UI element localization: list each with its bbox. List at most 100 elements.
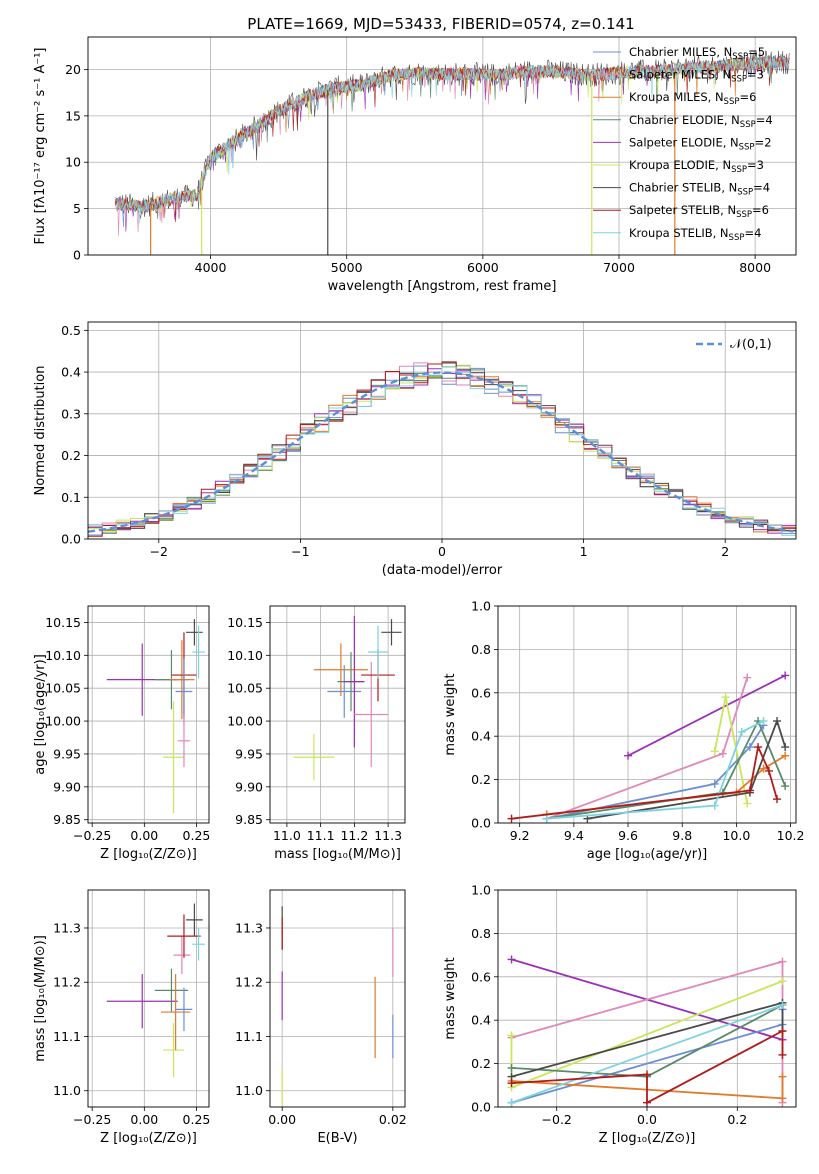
weight-marker: [764, 766, 773, 775]
errorbar-point: [154, 968, 189, 1013]
normal-curve: [88, 371, 794, 533]
x-tick-label: 10.0: [722, 828, 750, 843]
weight-marker: [507, 955, 516, 964]
x-tick-label: 0.2: [727, 1112, 747, 1127]
y-tick-label: 0.0: [61, 532, 81, 547]
weight-line-3: [546, 724, 765, 820]
y-tick-label: 11.1: [235, 1029, 263, 1044]
x-tick-label: 5000: [331, 260, 363, 275]
legend-item: Chabrier MILES, NSSP=5: [593, 45, 765, 62]
weight-marker: [778, 1072, 787, 1081]
y-tick-label: 11.0: [235, 1083, 263, 1098]
y-tick-label: 1.0: [471, 599, 491, 614]
y-tick-label: 9.90: [53, 779, 81, 794]
legend-label-suffix: =4: [744, 226, 761, 240]
y-tick-label: 9.95: [53, 746, 81, 761]
plot-area: [498, 890, 796, 1107]
weight-marker: [781, 743, 790, 752]
panel-mass_vs_EBV: 0.00 0.02 11.0 11.1 11.2 11.3 E(B-V): [235, 889, 407, 1146]
weight-marker: [507, 1031, 516, 1040]
legend-label-text: Chabrier ELODIE, N: [629, 113, 740, 127]
legend-label: Chabrier STELIB, NSSP=4: [629, 181, 770, 198]
errorbar-point: [381, 619, 402, 646]
x-axis-label: E(B-V): [317, 1131, 357, 1146]
axes-frame: [497, 605, 797, 824]
errorbar-point: [163, 701, 184, 814]
y-tick-label: 0.0: [471, 816, 491, 831]
legend-label-text: Salpeter ELODIE, N: [629, 135, 739, 149]
legend-label-sub: SSP: [736, 210, 752, 220]
legend-label-text: Kroupa ELODIE, N: [629, 158, 731, 172]
spectrum-legend: Chabrier MILES, NSSP=5 Salpeter MILES, NS…: [593, 45, 773, 243]
legend-label-text: Chabrier STELIB, N: [629, 181, 737, 195]
errorbar-point: [175, 658, 193, 725]
y-tick-label: 10.00: [45, 714, 81, 729]
errorbar-point: [161, 974, 191, 1051]
weight-marker: [773, 795, 782, 804]
plot-area: [270, 606, 405, 823]
legend-label-suffix: =2: [755, 135, 772, 149]
x-tick-label: −1: [291, 544, 309, 559]
errorbar-point: [327, 665, 362, 718]
x-tick-label: 0.00: [130, 828, 158, 843]
x-tick-label: 11.2: [340, 828, 368, 843]
panel-mass_weight_vs_Z: −0.2 0.0 0.2 0.0 0.2 0.4 0.6 0.8 1.0 Z [log₁₀(Z/Z…: [443, 883, 797, 1146]
legend-item: Chabrier ELODIE, NSSP=4: [593, 113, 773, 130]
x-tick-label: 4000: [195, 260, 227, 275]
legend-label-suffix: =5: [748, 45, 765, 59]
errorbar-point: [177, 714, 191, 768]
y-tick-label: 20: [65, 62, 81, 77]
y-tick-label: 0.2: [471, 772, 491, 787]
y-tick-label: 0.6: [471, 969, 491, 984]
weight-marker: [754, 743, 763, 752]
y-tick-label: 10: [65, 155, 81, 170]
legend-label-sub: SSP: [731, 75, 747, 85]
x-tick-label: 2: [721, 544, 729, 559]
legend-item: Kroupa STELIB, NSSP=4: [593, 226, 761, 243]
legend-label-suffix: =3: [747, 158, 764, 172]
y-tick-label: 5: [73, 201, 81, 216]
x-tick-label: 6000: [467, 260, 499, 275]
weight-marker: [710, 747, 719, 756]
y-tick-label: 0.4: [471, 1013, 491, 1028]
x-axis-label: (data-model)/error: [382, 563, 503, 578]
x-axis-label: Z [log₁₀(Z/Z⊙)]: [100, 1131, 197, 1146]
errorbar-point: [175, 987, 193, 1032]
legend-item: Salpeter MILES, NSSP=3: [593, 68, 764, 85]
weight-line-7: [546, 720, 764, 820]
legend-item: Salpeter STELIB, NSSP=6: [593, 203, 769, 220]
errorbar-point: [367, 625, 389, 679]
y-tick-label: 15: [65, 108, 81, 123]
legend-label-suffix: =3: [747, 68, 764, 82]
legend-label-suffix: =6: [739, 90, 756, 104]
y-tick-label: 10.10: [45, 648, 81, 663]
legend-label: Salpeter MILES, NSSP=3: [629, 68, 764, 85]
weight-marker: [743, 799, 752, 808]
weight-marker: [624, 751, 633, 760]
legend-label: Salpeter ELODIE, NSSP=2: [629, 135, 772, 152]
legend-label: Kroupa STELIB, NSSP=4: [629, 226, 761, 243]
x-tick-label: −0.25: [73, 828, 111, 843]
legend-label-sub: SSP: [732, 52, 748, 62]
errorbar-point: [192, 625, 205, 679]
legend-item: Kroupa ELODIE, NSSP=3: [593, 158, 764, 175]
weight-line-5: [546, 718, 787, 820]
y-tick-label: 10.10: [227, 648, 263, 663]
y-tick-label: 11.3: [53, 920, 81, 935]
x-tick-label: −0.2: [542, 1112, 572, 1127]
y-tick-label: 0.4: [61, 365, 81, 380]
weight-marker: [507, 1063, 516, 1072]
y-tick-label: 10.15: [227, 615, 263, 630]
y-axis-label: mass weight: [443, 957, 458, 1039]
weight-marker: [759, 764, 768, 773]
legend-label: Kroupa ELODIE, NSSP=3: [629, 158, 764, 175]
y-tick-label: 0.4: [471, 729, 491, 744]
y-tick-label: 11.2: [235, 975, 263, 990]
y-tick-label: 0.2: [61, 448, 81, 463]
panel-mass_weight_vs_age: 9.2 9.4 9.6 9.8 10.0 10.2 0.0 0.2 0.4 0.6 0.8 1.0 ag…: [443, 599, 805, 863]
legend-label-suffix: =4: [753, 181, 770, 195]
panel-residuals: −2 −1 0 1 2 0.0 0.1 0.2 0.3 0.4 0.5 (data-model)/er…: [33, 321, 797, 578]
legend-label: Chabrier MILES, NSSP=5: [629, 45, 765, 62]
errorbar-point: [173, 936, 191, 975]
